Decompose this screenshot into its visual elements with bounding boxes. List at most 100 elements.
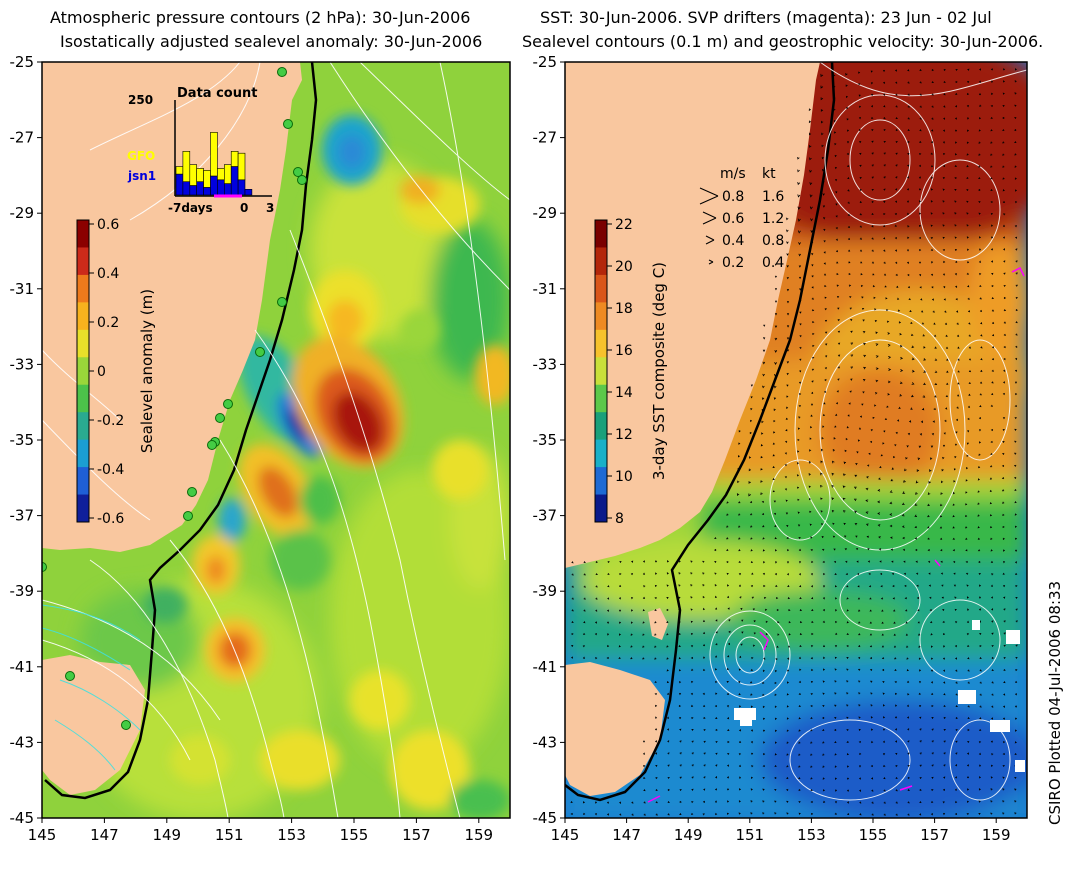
velocity-arrow (631, 801, 634, 804)
velocity-arrow (952, 492, 956, 495)
velocity-arrow (978, 260, 981, 263)
velocity-arrow (1002, 116, 1005, 120)
velocity-arrow (856, 451, 859, 454)
velocity-arrow (786, 705, 789, 708)
velocity-arrow (915, 492, 918, 495)
velocity-arrow (957, 370, 960, 373)
velocity-arrow (810, 573, 814, 576)
velocity-arrow (1002, 189, 1005, 192)
velocity-arrow (919, 788, 922, 792)
velocity-arrow (871, 164, 874, 167)
velocity-arrow (762, 812, 765, 815)
right-ytick-label: -29 (533, 204, 558, 222)
velocity-arrow (907, 69, 910, 72)
velocity-arrow (991, 92, 994, 95)
velocity-arrow (715, 692, 718, 696)
velocity-arrow (967, 644, 970, 647)
velocity-arrow (991, 620, 994, 623)
velocity-arrow (836, 261, 839, 264)
velocity-arrow (929, 596, 932, 599)
velocity-arrow (991, 717, 993, 720)
inset-bar-gfo (224, 164, 232, 184)
velocity-arrow (919, 286, 922, 289)
velocity-arrow (788, 633, 791, 636)
colorbar-tick-label: 0.6 (97, 217, 119, 233)
velocity-arrow (931, 800, 934, 803)
velocity-arrow (654, 633, 657, 636)
velocity-arrow (904, 468, 907, 472)
velocity-arrow (1003, 345, 1006, 349)
velocity-arrow (1014, 525, 1017, 529)
right-ytick-label: -27 (533, 129, 558, 147)
velocity-arrow (871, 728, 874, 731)
velocity-arrow (797, 524, 801, 527)
velocity-arrow (727, 740, 730, 744)
velocity-arrow (870, 429, 874, 432)
velocity-arrow (811, 286, 814, 289)
velocity-arrow (762, 681, 765, 685)
velocity-arrow (655, 788, 658, 792)
velocity-arrow (914, 537, 918, 540)
velocity-arrow (846, 107, 849, 110)
velocity-arrow (992, 346, 995, 349)
velocity-arrow (797, 194, 801, 198)
velocity-arrow (871, 200, 874, 204)
velocity-arrow (737, 680, 741, 684)
velocity-arrow (691, 764, 694, 767)
velocity-arrow (643, 585, 646, 588)
velocity-arrow (833, 548, 836, 551)
velocity-arrow (765, 620, 768, 623)
colorbar-segment (595, 494, 607, 523)
velocity-arrow (786, 753, 789, 756)
velocity-arrow (774, 764, 777, 767)
velocity-arrow (921, 407, 925, 411)
velocity-arrow (821, 548, 825, 551)
velocity-arrow (1014, 116, 1017, 119)
velocity-arrow (881, 609, 884, 612)
velocity-arrow (967, 608, 970, 611)
velocity-arrow (871, 176, 874, 179)
velocity-arrow (895, 164, 898, 167)
velocity-arrow (607, 609, 610, 612)
velocity-arrow (865, 511, 869, 515)
velocity-arrow (954, 212, 957, 215)
velocity-arrow (1003, 656, 1006, 660)
velocity-arrow (931, 188, 933, 191)
velocity-arrow (979, 657, 982, 660)
velocity-arrow (738, 430, 741, 433)
velocity-arrow (869, 440, 873, 444)
velocity-arrow (902, 536, 905, 540)
velocity-arrow (846, 609, 849, 612)
velocity-arrow (762, 729, 766, 733)
velocity-arrow (847, 201, 850, 204)
velocity-arrow (1014, 513, 1017, 516)
velocity-arrow (955, 418, 958, 422)
velocity-arrow (797, 450, 800, 453)
velocity-arrow (824, 296, 827, 299)
velocity-arrow (690, 584, 693, 587)
right-ytick-label: -33 (533, 355, 558, 373)
velocity-arrow (901, 525, 905, 528)
velocity-arrow (930, 200, 933, 203)
sst-field (565, 62, 1027, 818)
velocity-arrow (857, 585, 860, 588)
velocity-arrow (918, 681, 922, 684)
velocity-arrow (923, 358, 927, 361)
velocity-arrow (922, 334, 925, 337)
velocity-arrow (883, 430, 886, 433)
velocity-arrow (930, 681, 933, 684)
velocity-arrow (870, 82, 873, 85)
velocity-arrow (1014, 428, 1017, 431)
velocity-arrow (967, 705, 970, 708)
velocity-arrow (739, 596, 742, 599)
velocity-arrow (930, 633, 933, 636)
velocity-arrow (879, 560, 882, 563)
velocity-arrow (977, 526, 980, 529)
velocity-arrow (859, 188, 863, 192)
velocity-arrow (642, 740, 646, 743)
sst-colorbar-label: 3-day SST composite (deg C) (650, 262, 668, 480)
velocity-arrow (831, 509, 835, 513)
velocity-arrow (978, 788, 981, 791)
velocity-arrow (825, 343, 828, 346)
velocity-arrow (905, 633, 908, 636)
